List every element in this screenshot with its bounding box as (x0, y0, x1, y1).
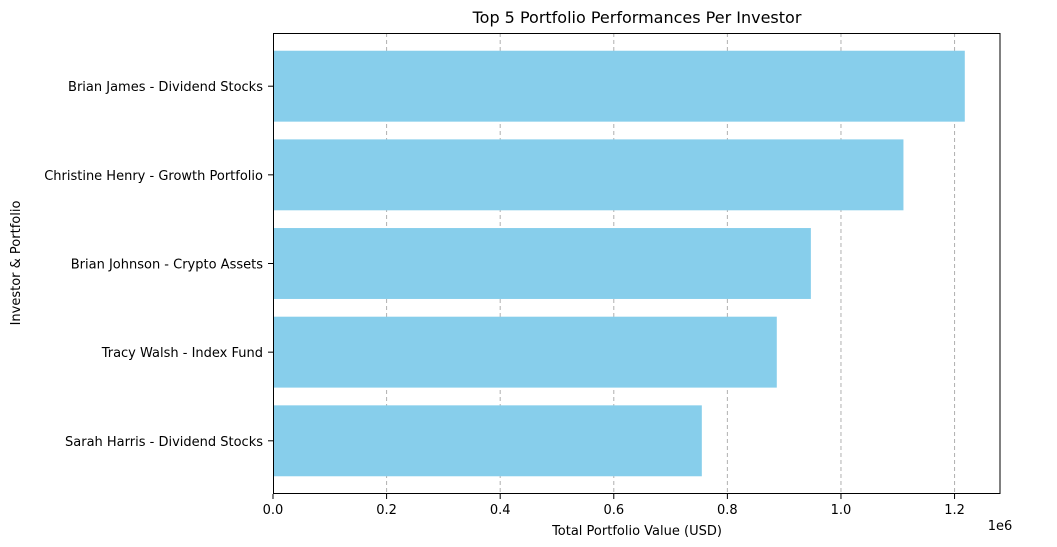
x-tick-label: 0.4 (490, 503, 511, 518)
bar (273, 139, 903, 210)
x-ticks: 0.0 0.2 0.4 0.6 0.8 1.0 1.2 (263, 494, 965, 518)
y-tick-label: Tracy Walsh - Index Fund (101, 346, 263, 361)
y-tick-label: Sarah Harris - Dividend Stocks (65, 435, 263, 450)
bar (273, 405, 702, 476)
y-axis-title: Investor & Portfolio (9, 201, 24, 326)
x-tick-label: 0.0 (263, 503, 284, 518)
bar (273, 228, 811, 299)
bars (273, 51, 965, 477)
chart-title: Top 5 Portfolio Performances Per Investo… (472, 8, 802, 27)
x-tick-label: 0.8 (717, 503, 738, 518)
bar (273, 51, 965, 122)
x-axis-scale-label: 1e6 (988, 519, 1013, 534)
y-tick-label: Brian James - Dividend Stocks (68, 80, 263, 95)
y-ticks: Sarah Harris - Dividend Stocks Tracy Wals… (44, 80, 273, 450)
x-tick-label: 1.0 (831, 503, 852, 518)
x-tick-label: 0.2 (376, 503, 397, 518)
y-tick-label: Brian Johnson - Crypto Assets (71, 258, 263, 273)
x-axis-title: Total Portfolio Value (USD) (551, 524, 722, 539)
x-tick-label: 1.2 (944, 503, 965, 518)
bar (273, 317, 777, 388)
x-tick-label: 0.6 (603, 503, 624, 518)
y-tick-label: Christine Henry - Growth Portfolio (44, 169, 263, 184)
